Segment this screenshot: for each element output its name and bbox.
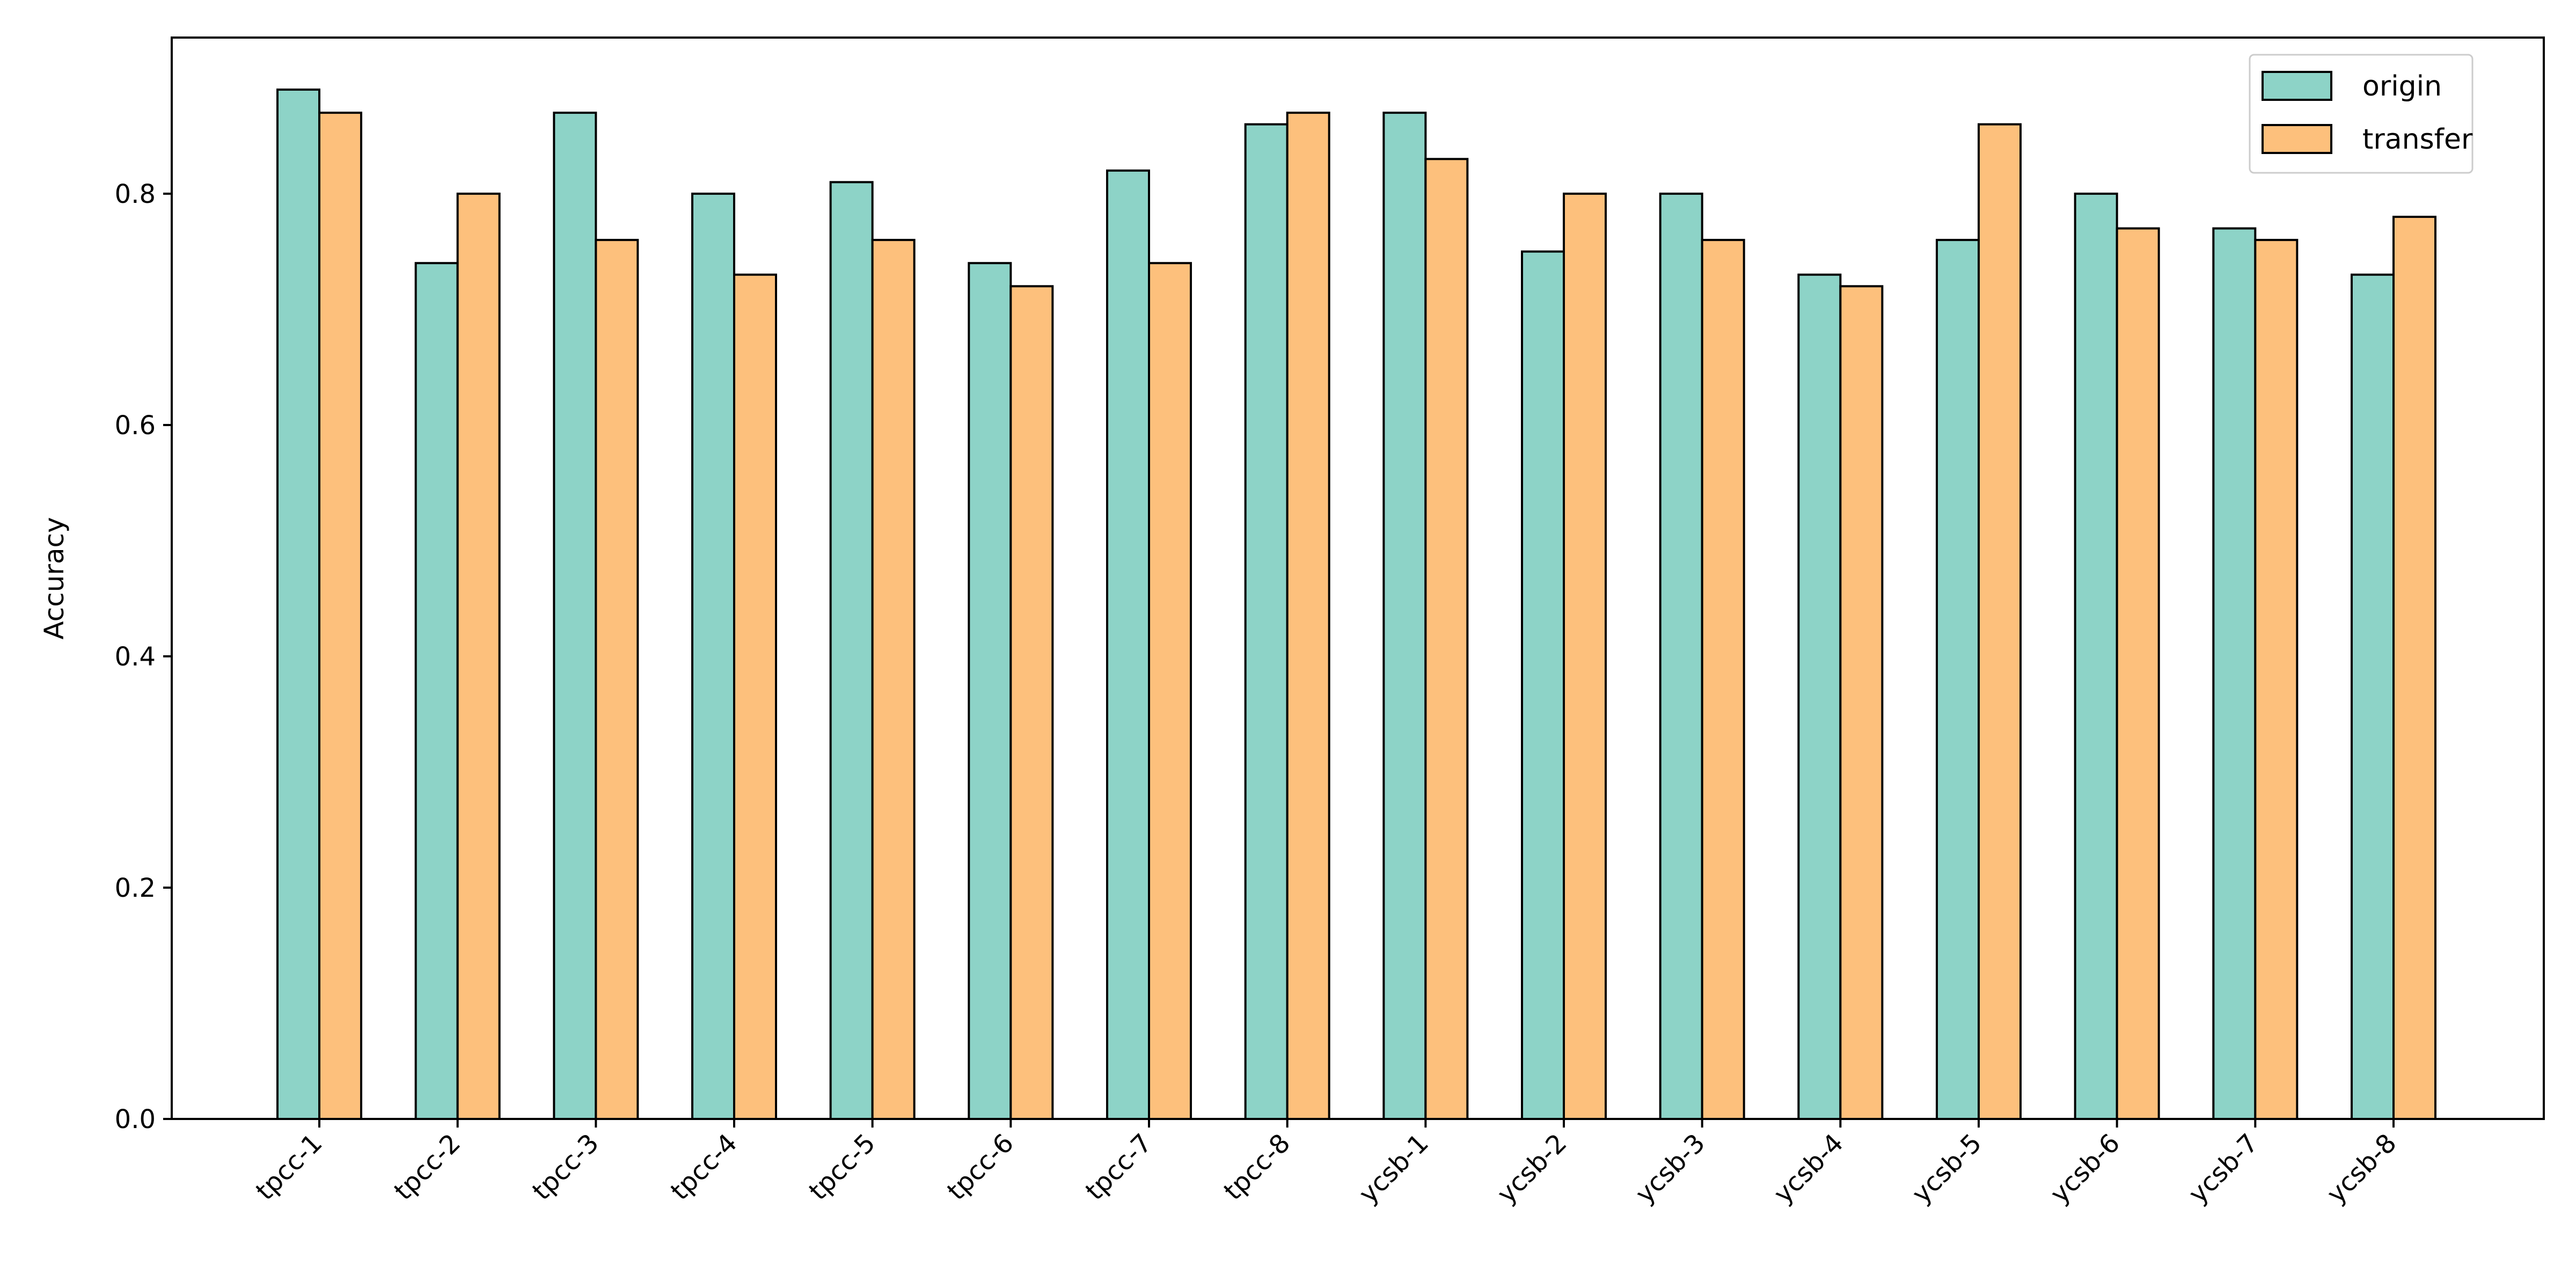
bar-origin-ycsb-1 [1382,112,1427,1121]
legend: origin transfer [2249,54,2473,174]
bar-origin-tpcc-7 [1106,169,1150,1120]
plot-area-frame [171,36,2545,1120]
legend-swatch-transfer [2262,124,2332,154]
bar-transfer-tpcc-3 [595,239,639,1120]
y-tick-label: 0.0 [115,1104,156,1135]
y-tick-label: 0.2 [115,873,156,903]
bar-origin-tpcc-2 [414,262,459,1121]
legend-swatch-origin [2262,71,2332,101]
bar-transfer-ycsb-4 [1839,285,1884,1120]
y-tick-label: 0.4 [115,642,156,672]
bar-transfer-tpcc-4 [733,273,777,1120]
bar-origin-tpcc-5 [829,181,874,1121]
bar-origin-tpcc-4 [691,192,735,1121]
bar-origin-ycsb-4 [1797,273,1842,1120]
bar-origin-tpcc-3 [553,112,597,1121]
bar-transfer-tpcc-8 [1286,112,1330,1121]
bar-origin-ycsb-8 [2351,273,2395,1120]
bar-origin-ycsb-5 [1936,239,1980,1120]
y-axis: 0.0 0.2 0.4 0.6 0.8 [115,179,172,1135]
y-axis-label: Accuracy [39,517,70,639]
bar-transfer-ycsb-8 [2392,216,2436,1120]
bar-origin-tpcc-8 [1244,123,1289,1121]
bar-transfer-tpcc-7 [1148,262,1192,1121]
bar-transfer-ycsb-6 [2116,227,2160,1120]
bar-transfer-ycsb-7 [2254,239,2299,1120]
bars-group [276,88,2436,1121]
bar-transfer-tpcc-1 [318,112,362,1121]
bar-transfer-ycsb-5 [1978,123,2022,1121]
bar-transfer-ycsb-3 [1701,239,1745,1120]
bar-transfer-tpcc-6 [1009,285,1054,1120]
bar-origin-ycsb-7 [2212,227,2257,1120]
bar-transfer-ycsb-2 [1563,192,1607,1121]
bar-transfer-tpcc-5 [871,239,916,1120]
legend-label-transfer: transfer [2362,123,2473,156]
bar-origin-ycsb-3 [1659,192,1703,1121]
bar-origin-tpcc-6 [968,262,1012,1121]
y-tick-label: 0.6 [115,411,156,441]
y-tick-label: 0.8 [115,179,156,209]
bar-transfer-tpcc-2 [456,192,501,1121]
bar-origin-ycsb-6 [2074,192,2118,1121]
legend-label-origin: origin [2362,70,2442,103]
bar-origin-ycsb-2 [1521,250,1565,1121]
bar-transfer-ycsb-1 [1424,158,1469,1120]
bar-origin-tpcc-1 [276,88,320,1120]
